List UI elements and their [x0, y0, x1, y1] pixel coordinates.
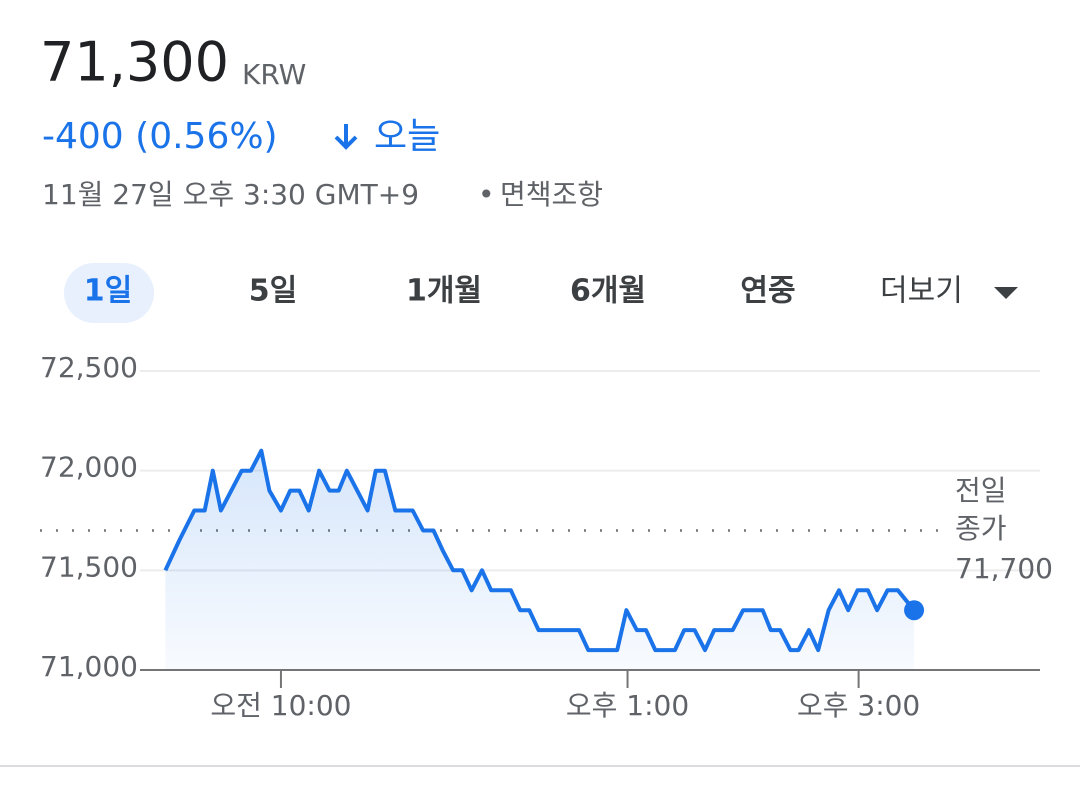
x-tick-label: 오전 10:00 — [210, 689, 351, 722]
disclaimer[interactable]: 면책조항 — [500, 178, 603, 211]
reference-label: 종가 — [955, 512, 1007, 545]
range-tab[interactable]: 5일 — [249, 274, 297, 309]
range-tab[interactable]: 1개월 — [406, 274, 482, 309]
change: -400 (0.56%) — [42, 116, 278, 157]
last-point — [904, 600, 925, 621]
y-tick-label: 72,500 — [40, 351, 138, 384]
y-tick-label: 71,500 — [40, 550, 138, 583]
x-tick-label: 오후 3:00 — [797, 689, 920, 722]
reference-value: 71,700 — [955, 552, 1053, 585]
tab-selected-bg — [64, 263, 154, 323]
y-tick-label: 71,000 — [40, 650, 138, 683]
reference-label: 전일 — [955, 474, 1007, 507]
more-tab[interactable]: 더보기 — [880, 274, 963, 309]
dropdown-icon — [994, 287, 1018, 299]
range-tab[interactable]: 6개월 — [570, 274, 646, 309]
down-arrow — [334, 124, 358, 150]
separator: • — [478, 178, 495, 211]
period: 오늘 — [374, 116, 440, 157]
x-tick-label: 오후 1:00 — [566, 689, 689, 722]
price-line — [163, 448, 916, 653]
currency: KRW — [242, 58, 306, 91]
range-tab[interactable]: 1일 — [84, 274, 132, 309]
range-tab[interactable]: 연중 — [740, 274, 795, 309]
area — [165, 450, 915, 670]
timestamp: 11월 27일 오후 3:30 GMT+9 — [42, 178, 419, 211]
price: 71,300 — [40, 31, 229, 94]
y-tick-label: 72,000 — [40, 451, 138, 484]
